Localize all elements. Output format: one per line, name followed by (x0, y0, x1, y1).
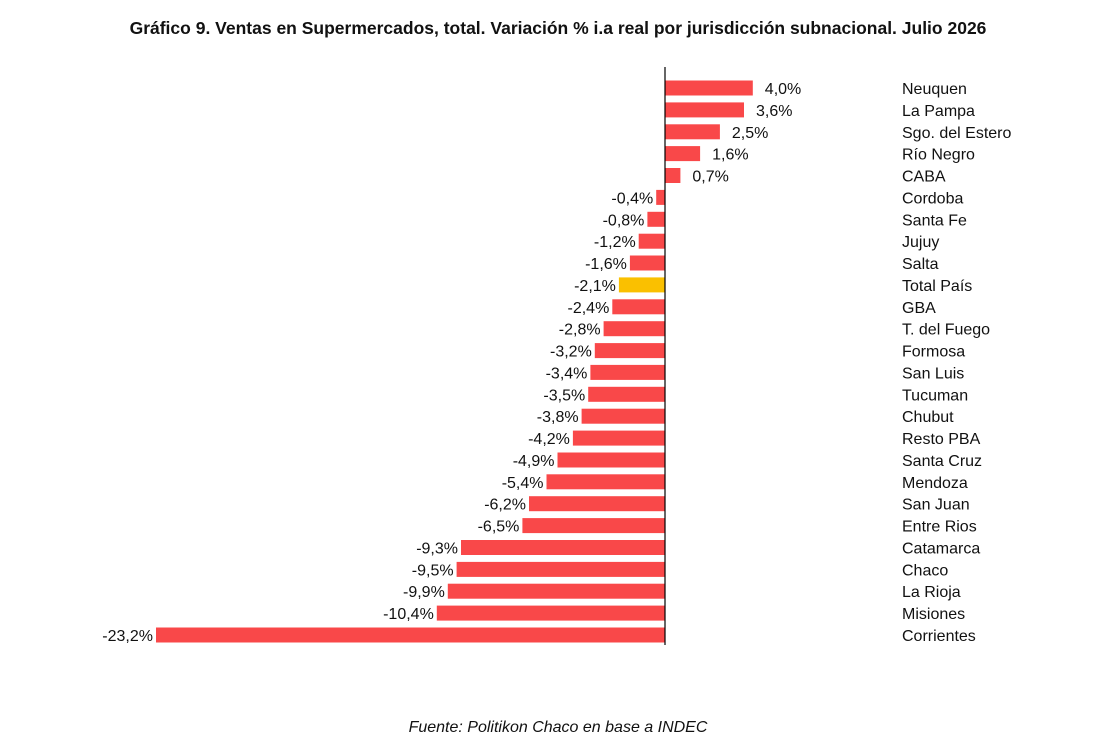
bar-total-pais (618, 277, 665, 293)
value-label-santa-cruz: -4,9% (513, 453, 555, 470)
category-label-total-pais: Total País (902, 278, 972, 295)
category-label-chaco: Chaco (902, 562, 948, 579)
bar-gba (612, 299, 665, 315)
value-label-san-luis: -3,4% (546, 365, 588, 382)
bar-san-luis (590, 364, 665, 380)
value-label-t-del-fuego: -2,8% (559, 322, 601, 339)
value-labels-layer: 4,0% 3,6% 2,5% 1,6% 0,7% -0,4% -0,8% -1,2% -1,6%… (102, 81, 801, 645)
value-label-santa-fe: -0,8% (603, 212, 645, 229)
bar-jujuy (638, 233, 665, 249)
value-label-resto-pba: -4,2% (528, 431, 570, 448)
value-label-chaco: -9,5% (412, 562, 454, 579)
bar-formosa (594, 343, 665, 359)
value-label-jujuy: -1,2% (594, 234, 636, 251)
category-label-san-juan: San Juan (902, 497, 970, 514)
bar-la-pampa (665, 102, 744, 118)
category-label-la-rioja: La Rioja (902, 584, 961, 601)
value-label-gba: -2,4% (568, 300, 610, 317)
bar-chaco (456, 561, 665, 577)
category-label-la-pampa: La Pampa (902, 103, 975, 120)
category-label-neuquen: Neuquen (902, 81, 967, 98)
bar-corrientes (156, 627, 665, 643)
bar-neuquen (665, 80, 753, 96)
value-label-misiones: -10,4% (383, 606, 434, 623)
category-label-rio-negro: Río Negro (902, 147, 975, 164)
value-label-rio-negro: 1,6% (712, 147, 748, 164)
bar-caba (665, 168, 681, 183)
value-label-entre-rios: -6,5% (478, 519, 520, 536)
category-label-gba: GBA (902, 300, 936, 317)
value-label-la-rioja: -9,9% (403, 584, 445, 601)
value-label-salta: -1,6% (585, 256, 627, 273)
bar-resto-pba (572, 430, 665, 446)
category-label-santa-fe: Santa Fe (902, 212, 967, 229)
bar-sgo-del-estero (665, 124, 720, 140)
bar-santa-fe (647, 211, 665, 227)
bar-misiones (436, 605, 665, 621)
category-label-tucuman: Tucuman (902, 387, 968, 404)
category-label-formosa: Formosa (902, 344, 965, 361)
bar-chubut (581, 408, 665, 424)
value-label-total-pais: -2,1% (574, 278, 616, 295)
value-label-mendoza: -5,4% (502, 475, 544, 492)
bars-layer (156, 80, 753, 643)
value-label-caba: 0,7% (692, 169, 728, 186)
category-labels-layer: Neuquen La Pampa Sgo. del Estero Río Negro C… (902, 81, 1012, 645)
value-label-neuquen: 4,0% (765, 81, 801, 98)
bar-tucuman (588, 386, 665, 402)
value-label-san-juan: -6,2% (484, 497, 526, 514)
category-label-caba: CABA (902, 169, 946, 186)
bar-entre-rios (522, 518, 665, 534)
bar-mendoza (546, 474, 665, 490)
category-label-misiones: Misiones (902, 606, 965, 623)
bar-salta (629, 255, 665, 271)
bar-catamarca (461, 540, 665, 555)
bar-cordoba (656, 189, 665, 205)
category-label-jujuy: Jujuy (902, 234, 939, 251)
value-label-sgo-del-estero: 2,5% (732, 125, 768, 142)
value-label-tucuman: -3,5% (543, 387, 585, 404)
value-label-chubut: -3,8% (537, 409, 579, 426)
chart-title: Gráfico 9. Ventas en Supermercados, tota… (129, 18, 987, 38)
category-label-entre-rios: Entre Rios (902, 519, 977, 536)
bar-santa-cruz (557, 452, 665, 468)
bar-t-del-fuego (603, 321, 665, 337)
value-label-catamarca: -9,3% (416, 541, 458, 558)
value-label-la-pampa: 3,6% (756, 103, 792, 120)
category-label-cordoba: Cordoba (902, 190, 963, 207)
bar-la-rioja (447, 583, 665, 599)
category-label-corrientes: Corrientes (902, 628, 976, 645)
category-label-santa-cruz: Santa Cruz (902, 453, 982, 470)
category-label-salta: Salta (902, 256, 939, 273)
bar-san-juan (529, 496, 665, 512)
category-label-chubut: Chubut (902, 409, 954, 426)
category-label-mendoza: Mendoza (902, 475, 968, 492)
value-label-cordoba: -0,4% (611, 190, 653, 207)
category-label-catamarca: Catamarca (902, 541, 980, 558)
category-label-sgo-del-estero: Sgo. del Estero (902, 125, 1012, 142)
category-label-resto-pba: Resto PBA (902, 431, 981, 448)
category-label-t-del-fuego: T. del Fuego (902, 322, 990, 339)
bar-rio-negro (665, 146, 701, 162)
value-label-corrientes: -23,2% (102, 628, 153, 645)
source-note: Fuente: Politikon Chaco en base a INDEC (408, 719, 708, 736)
category-label-san-luis: San Luis (902, 365, 964, 382)
value-label-formosa: -3,2% (550, 344, 592, 361)
